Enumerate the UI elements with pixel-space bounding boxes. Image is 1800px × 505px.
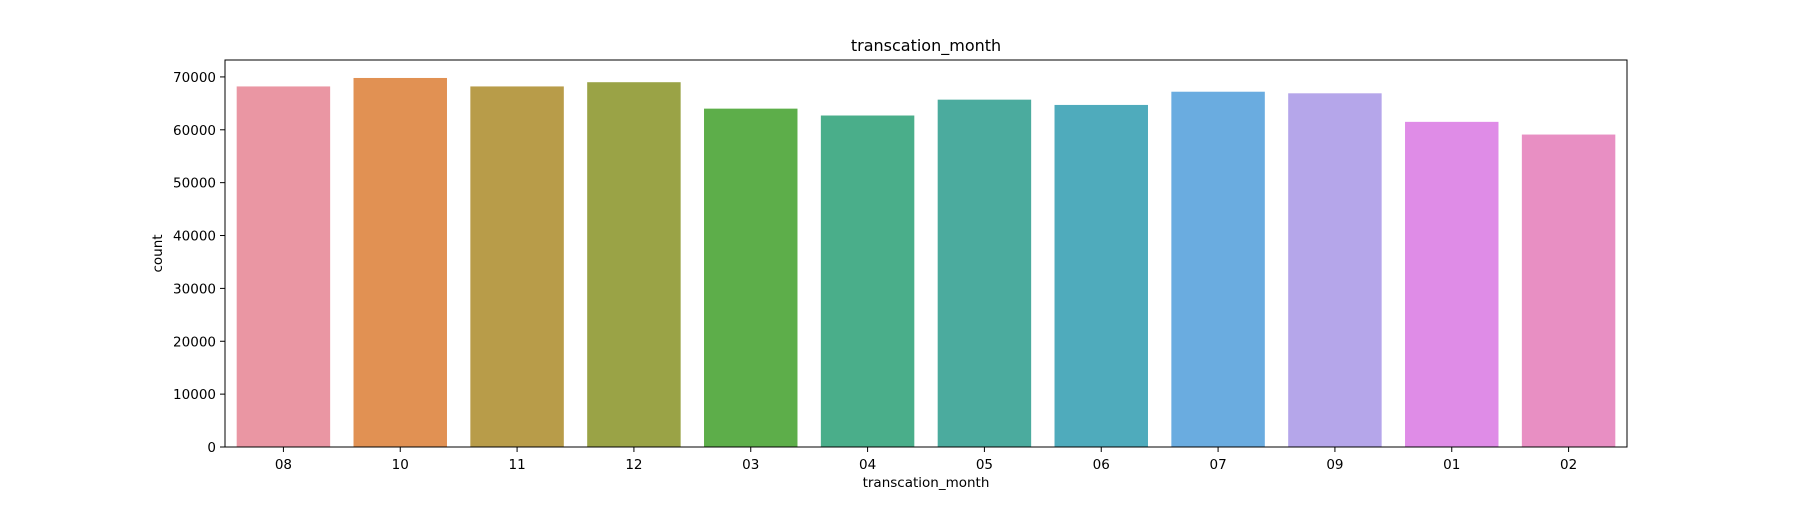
x-axis-label: transcation_month [863,475,990,491]
y-tick-label: 30000 [173,281,216,297]
x-tick-label: 10 [392,457,409,473]
y-axis-label: count [150,234,166,272]
x-tick-label: 04 [859,457,876,473]
x-tick-label: 08 [275,457,292,473]
y-tick-label: 40000 [173,229,216,245]
y-axis: 0 10000 20000 30000 40000 50000 60000 70000 [173,70,225,456]
bar-03 [704,108,798,447]
x-tick-label: 09 [1326,457,1343,473]
bar-06 [1054,104,1148,447]
x-tick-label: 03 [742,457,759,473]
x-tick-label: 07 [1209,457,1226,473]
x-axis: 08 10 11 12 03 04 05 06 07 09 01 02 [275,447,1577,473]
plot-frame [224,59,1628,448]
y-tick-label: 60000 [173,123,216,139]
bar-12 [587,82,681,447]
bar-04 [820,115,915,447]
y-tick-label: 70000 [173,70,216,86]
chart-title: transcation_month [851,36,1001,56]
bar-07 [1171,91,1265,447]
bar-01 [1405,121,1499,447]
x-tick-label: 01 [1443,457,1460,473]
y-tick-label: 20000 [173,334,216,350]
y-tick-label: 0 [207,440,216,456]
bar-11 [470,86,564,448]
bar-09 [1288,93,1382,448]
bar-02 [1521,134,1616,447]
x-tick-label: 02 [1560,457,1577,473]
bars-layer [236,77,1616,448]
bar-08 [236,86,331,448]
y-tick-label: 10000 [173,387,216,403]
y-tick-label: 50000 [173,176,216,192]
x-tick-label: 05 [976,457,993,473]
x-tick-label: 12 [625,457,642,473]
bar-05 [937,99,1032,447]
x-tick-label: 11 [508,457,525,473]
bar-10 [353,77,447,448]
x-tick-label: 06 [1093,457,1110,473]
